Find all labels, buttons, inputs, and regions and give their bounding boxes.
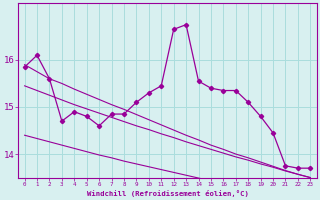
- X-axis label: Windchill (Refroidissement éolien,°C): Windchill (Refroidissement éolien,°C): [86, 190, 248, 197]
